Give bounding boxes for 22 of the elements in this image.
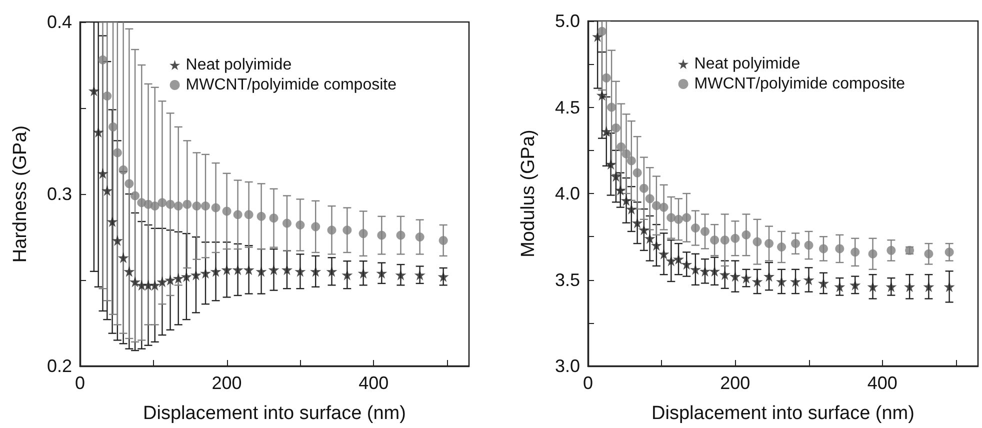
y-tick-label: 4.5 <box>554 97 580 118</box>
x-tick-label: 200 <box>720 373 750 393</box>
x-tick-label: 0 <box>74 373 86 393</box>
x-axis-title: Displacement into surface (nm) <box>652 403 914 424</box>
x-tick-label: 400 <box>867 373 898 393</box>
legend-label: Neat polyimide <box>186 56 292 74</box>
y-tick-label: 4.0 <box>554 184 580 204</box>
y-axis-title: Hardness (GPa) <box>10 125 31 263</box>
y-tick-label: 0.3 <box>46 184 72 204</box>
x-tick-label: 400 <box>358 373 389 393</box>
legend-label: MWCNT/polyimide composite <box>186 76 397 94</box>
y-tick-label: 0.2 <box>46 356 72 376</box>
x-tick-label: 0 <box>582 373 594 393</box>
y-axis-title: Modulus (GPa) <box>518 130 539 258</box>
legend-label: MWCNT/polyimide composite <box>694 76 906 92</box>
x-tick-label: 200 <box>212 373 242 393</box>
x-axis-title: Displacement into surface (nm) <box>143 403 406 424</box>
legend-label: Neat polyimide <box>694 56 800 72</box>
y-tick-label: 3.0 <box>554 356 580 376</box>
y-tick-label: 0.4 <box>46 12 72 32</box>
y-tick-label: 3.5 <box>554 270 580 290</box>
y-tick-label: 5.0 <box>554 11 580 31</box>
